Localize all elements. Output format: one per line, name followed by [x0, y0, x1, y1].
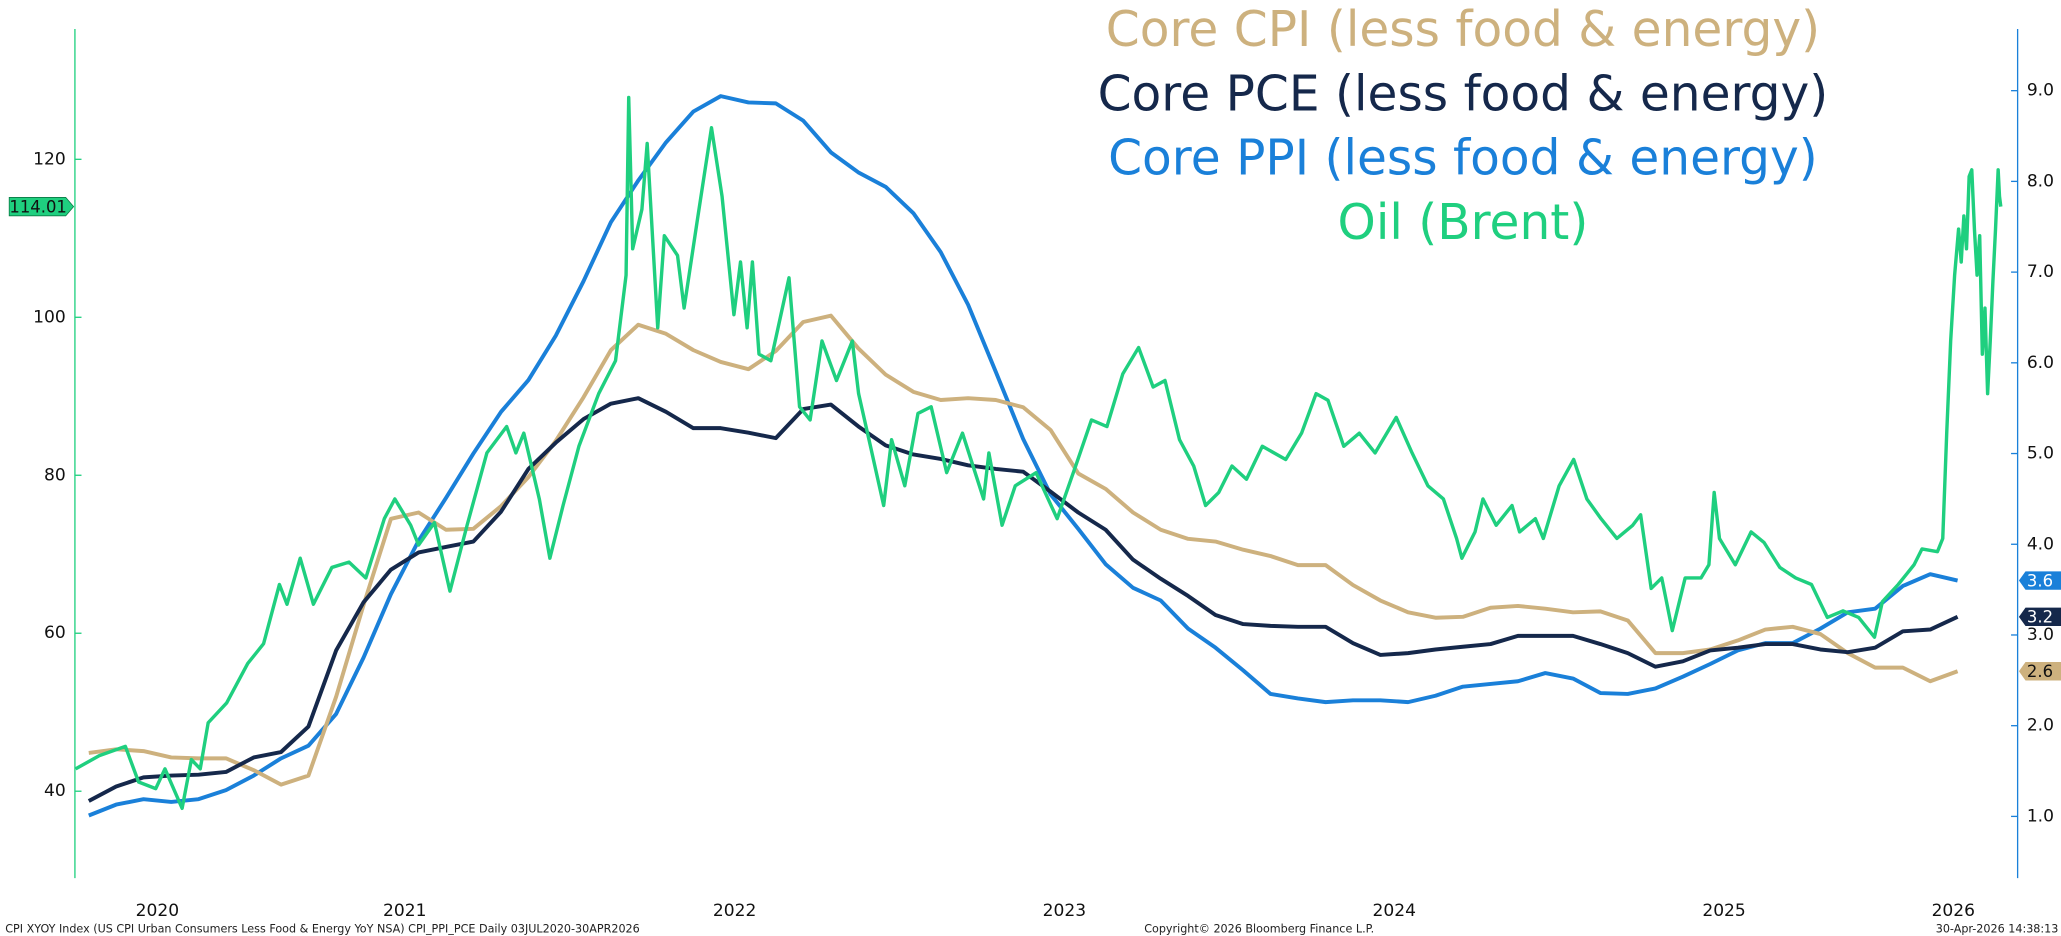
y2-tick-label: 6.0	[2027, 353, 2054, 373]
series-line	[74, 95, 2003, 811]
legend-entry: Core CPI (less food & energy)	[1106, 2, 1820, 58]
y2-tick-label: 8.0	[2027, 171, 2054, 191]
y2-tick-label: 2.0	[2027, 716, 2054, 736]
y2-tick-label: 4.0	[2027, 534, 2054, 554]
x-tick-label: 2023	[1043, 901, 1086, 921]
x-tick-label: 2024	[1373, 901, 1416, 921]
last-value-label: 2.6	[2027, 662, 2053, 681]
x-tick-label: 2021	[383, 901, 426, 921]
last-value-tag	[8, 197, 75, 217]
x-tick-label: 2025	[1702, 901, 1745, 921]
footer-source: CPI XYOY Index (US CPI Urban Consumers L…	[5, 922, 640, 935]
footer-timestamp: 30-Apr-2026 14:38:13	[1936, 922, 2059, 935]
footer-copyright: Copyright© 2026 Bloomberg Finance L.P.	[1144, 922, 1374, 935]
y-tick-label: 60	[44, 623, 66, 643]
y-tick-label: 80	[44, 465, 66, 485]
series-line	[88, 94, 1959, 818]
legend-entry: Oil (Brent)	[1338, 195, 1589, 251]
y2-tick-label: 7.0	[2027, 262, 2054, 282]
y2-tick-label: 9.0	[2027, 81, 2054, 101]
series-line	[88, 313, 1959, 787]
x-tick-label: 2020	[136, 901, 179, 921]
legend-entry: Core PPI (less food & energy)	[1108, 131, 1818, 187]
y-tick-label: 40	[44, 781, 66, 801]
legend-entry: Core PCE (less food & energy)	[1098, 66, 1829, 122]
last-value-tag	[2018, 607, 2061, 627]
x-tick-label: 2022	[713, 901, 756, 921]
x-tick-label: 2026	[1932, 901, 1975, 921]
y2-tick-label: 5.0	[2027, 444, 2054, 464]
y2-tick-label: 3.0	[2027, 625, 2054, 645]
last-value-label: 3.2	[2027, 608, 2053, 627]
y2-tick-label: 1.0	[2027, 806, 2054, 826]
last-value-label: 114.01	[9, 197, 66, 216]
last-value-tag	[2018, 662, 2061, 681]
series-line	[87, 396, 1959, 803]
last-value-tag	[2018, 571, 2061, 590]
y-tick-label: 120	[33, 149, 66, 169]
y-tick-label: 100	[33, 307, 66, 327]
last-value-label: 3.6	[2027, 571, 2053, 590]
